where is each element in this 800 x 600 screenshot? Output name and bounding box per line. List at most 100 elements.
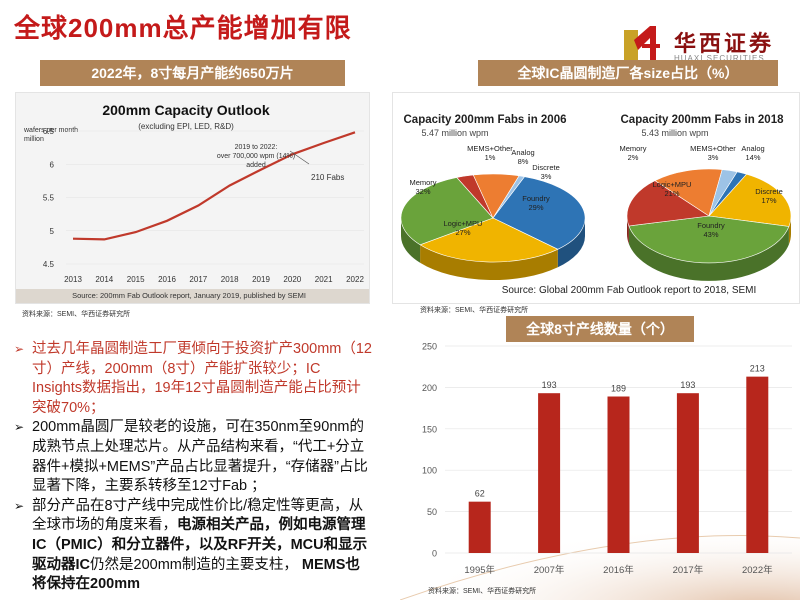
pie-slice-logic-mpu [708, 173, 792, 227]
arrow-bullet-icon: ➢ [14, 420, 25, 435]
pie-slice-foundry [400, 177, 494, 246]
pie-banner: 全球IC晶圆制造厂各size占比（%） [478, 60, 778, 86]
capacity-x-tick-label: 2017 [189, 275, 207, 284]
bar-2022年 [746, 376, 769, 553]
logo-text-en: HUAXI SECURITIES [674, 54, 765, 63]
fab-count-bar-chart: 0 50 100 150 200 250 62 193 189 193 213 1995年 2007… [400, 342, 800, 600]
pie-slice-side [627, 216, 629, 244]
capacity-y-axis-label: wafers per month million [23, 127, 78, 143]
bar-value-label: 193 [542, 380, 557, 390]
bullet-item-3: ➢ 部分产品在8寸产线中完成性价比/稳定性等更高，从全球市场的角度来看，电源相关… [12, 497, 372, 595]
pie-source-note: Source: Global 200mm Fab Outlook report … [502, 285, 757, 296]
pie-slice-label: Analog [741, 144, 764, 153]
pie-slice-percent: 32% [415, 187, 430, 196]
bar-y-tick-label: 100 [422, 466, 437, 476]
brand-logo: 华西证券 HUAXI SECURITIES [620, 22, 795, 67]
bullet-item-1: ➢ 过去几年晶圆制造工厂更倾向于投资扩产300mm（12寸）产线，200mm（8… [12, 340, 372, 418]
bar-value-label: 193 [680, 380, 695, 390]
bar-x-tick-label: 2016年 [603, 564, 634, 576]
bar-x-tick-label: 2017年 [673, 564, 704, 576]
pie-charts: Capacity 200mm Fabs in 2006 5.47 million… [393, 93, 799, 303]
pie-slice-side [420, 244, 558, 281]
pie-slice-percent: 43% [703, 230, 718, 239]
arrow-bullet-icon: ➢ [14, 342, 25, 356]
capacity-chart-title: 200mm Capacity Outlook [102, 102, 269, 118]
bar-2017年 [676, 393, 699, 553]
pie-slice-logic-mpu [419, 217, 559, 263]
pie-slice-percent: 3% [541, 172, 552, 181]
capacity-x-tick-label: 2016 [158, 275, 176, 284]
capacity-y-tick-label: 5 [50, 227, 55, 236]
capacity-source-note: Source: 200mm Fab Outlook report, Januar… [72, 291, 306, 300]
capacity-x-tick-label: 2015 [127, 275, 145, 284]
capacity-annotation: 2019 to 2022: over 700,000 wpm (14%) added [217, 144, 295, 169]
pie-slice-percent: 21% [664, 189, 679, 198]
pie-2006-title: Capacity 200mm Fabs in 2006 [404, 114, 567, 126]
bar-2007年 [538, 393, 561, 553]
pie-2018-subtitle: 5.43 million wpm [641, 128, 708, 138]
capacity-x-tick-label: 2013 [64, 275, 82, 284]
bar-value-label: 213 [750, 364, 765, 374]
pie-slice-percent: 2% [628, 153, 639, 162]
pie-slice-percent: 17% [761, 196, 776, 205]
source-note-bottom: 资料来源：SEMI、华西证券研究所 [428, 588, 537, 595]
pie-slice-label: MEMS+Other [467, 144, 513, 153]
capacity-chart-subtitle: (excluding EPI, LED, R&D) [138, 122, 234, 131]
bar-y-tick-label: 0 [432, 549, 437, 559]
bar-y-tick-label: 50 [427, 507, 437, 517]
capacity-x-tick-label: 2021 [315, 275, 333, 284]
pie-slice-label: Memory [409, 178, 436, 187]
pie-slice-percent: 29% [528, 203, 543, 212]
pie-2006-subtitle: 5.47 million wpm [421, 128, 488, 138]
bar-x-tick-label: 1995年 [464, 564, 495, 576]
capacity-x-tick-label: 2019 [252, 275, 270, 284]
svg-text:million: million [24, 136, 44, 143]
pie-slice-label: MEMS+Other [690, 144, 736, 153]
bar-1995年 [468, 501, 491, 553]
bar-y-tick-label: 250 [422, 342, 437, 352]
capacity-x-tick-label: 2014 [95, 275, 113, 284]
pie-slice-label: Discrete [532, 163, 560, 172]
pie-slice-percent: 14% [745, 153, 760, 162]
capacity-y-tick-label: 6 [50, 160, 55, 169]
capacity-chart-panel: 200mm Capacity Outlook (excluding EPI, L… [15, 92, 370, 304]
capacity-line-chart: 200mm Capacity Outlook (excluding EPI, L… [16, 93, 369, 303]
capacity-y-tick-label: 4.5 [43, 260, 55, 269]
bullet-text-3c: 仍然是200mm制造的主要支柱， [90, 556, 302, 573]
pie-slice-label: Logic+MPU [653, 180, 692, 189]
pie-slice-label: Logic+MPU [444, 219, 483, 228]
pie-slice-percent: 27% [455, 228, 470, 237]
pie-slice-side [628, 226, 789, 281]
capacity-x-tick-label: 2020 [283, 275, 301, 284]
capacity-line-series [72, 131, 356, 241]
bar-value-label: 62 [475, 489, 485, 499]
bullet-text-3d: MEMS也将保持在200mm [32, 556, 360, 593]
bullet-text-2: 200mm晶圆厂是较老的设施，可在350nm至90nm的成熟节点上处理芯片。从产… [32, 419, 368, 495]
bar-value-label: 189 [611, 384, 626, 394]
bar-x-tick-label: 2007年 [534, 564, 565, 576]
arrow-bullet-icon: ➢ [14, 498, 25, 513]
pie-slice-mems-other [492, 175, 526, 219]
source-note-left: 资料来源：SEMI、华西证券研究所 [22, 311, 131, 318]
pie-slice-percent: 8% [518, 157, 529, 166]
pie-slice-label: Foundry [522, 194, 550, 203]
logo-text-cn: 华西证券 [674, 31, 775, 56]
pie-slice-memory [492, 176, 586, 250]
capacity-y-tick-label: 5.5 [43, 194, 55, 203]
pie-slice-percent: 3% [708, 153, 719, 162]
bar-y-tick-label: 150 [422, 424, 437, 434]
capacity-x-tick-label: 2018 [221, 275, 239, 284]
pie-slice-label: Memory [619, 144, 646, 153]
pie-charts-panel: Capacity 200mm Fabs in 2006 5.47 million… [392, 92, 800, 304]
svg-text:added: added [246, 162, 266, 169]
page-title: 全球200mm总产能增加有限 [14, 13, 352, 43]
bar-x-tick-label: 2022年 [742, 564, 773, 576]
capacity-end-label: 210 Fabs [311, 173, 344, 182]
pie-slice-analog [654, 168, 723, 217]
bullet-text-3a: 部分产品在8寸产线中完成性价比/稳定性等更高，从全球市场的角度来看， [32, 497, 364, 534]
bullet-item-2: ➢ 200mm晶圆厂是较老的设施，可在350nm至90nm的成熟节点上处理芯片。… [12, 418, 372, 496]
pie-2018-title: Capacity 200mm Fabs in 2018 [621, 114, 785, 126]
huaxi-logo-icon [624, 26, 660, 64]
bar-chart-banner: 全球8寸产线数量（个） [506, 316, 694, 342]
bullet-text-3b: 电源相关产品，例如电源管理IC（PMIC）和分立器件，以及RF开关，MCU和显示… [32, 517, 368, 573]
